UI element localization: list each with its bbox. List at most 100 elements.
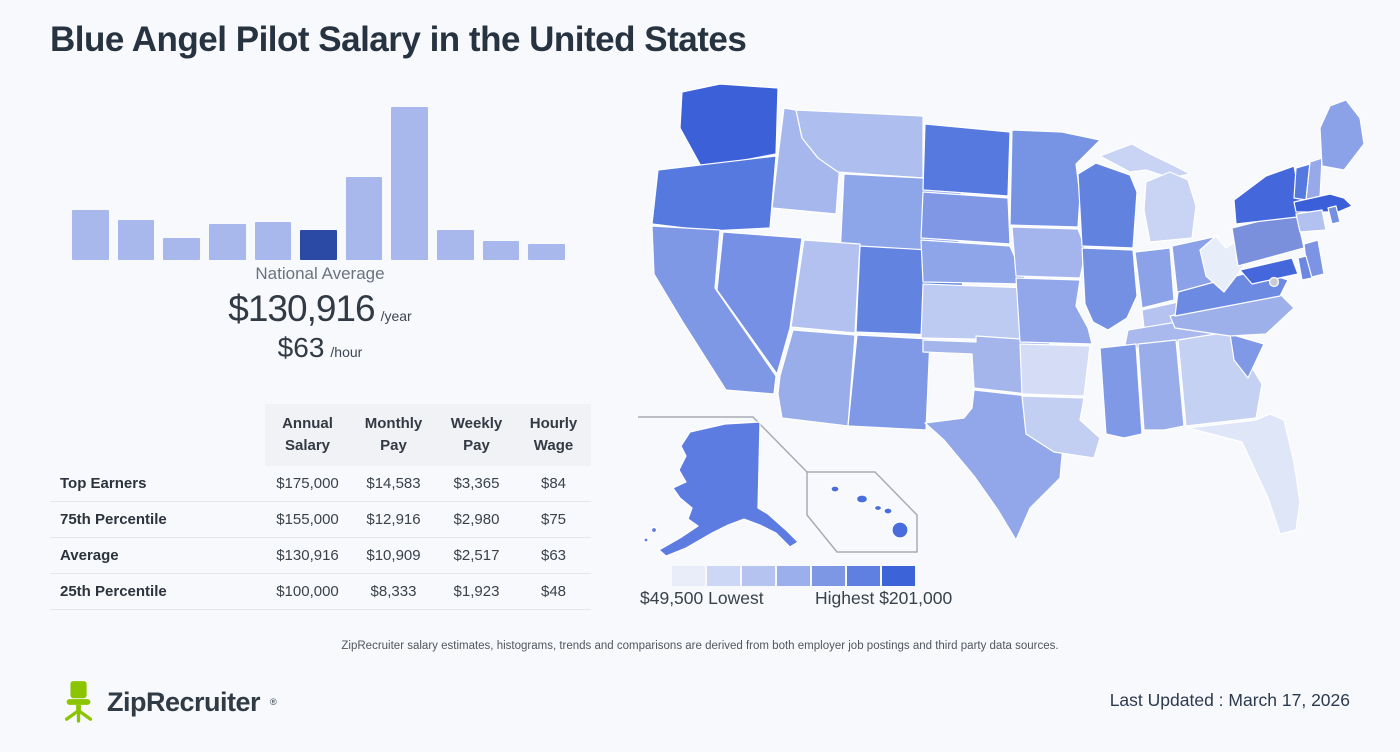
- cell-value: $14,583: [366, 475, 421, 492]
- national-average-label: National Average: [255, 264, 385, 283]
- row-label: 25th Percentile: [60, 583, 167, 600]
- cell-value: $12,916: [366, 511, 421, 528]
- legend-swatch-2: [707, 566, 740, 586]
- state-north-dakota[interactable]: [922, 123, 1011, 197]
- cell-value: $10,909: [366, 547, 421, 564]
- national-average-hourly: $63/hour: [50, 332, 590, 364]
- state-california[interactable]: [651, 225, 777, 395]
- state-wisconsin[interactable]: [1077, 162, 1138, 249]
- state-nevada[interactable]: [716, 231, 803, 375]
- row-label: Average: [60, 547, 119, 564]
- state-kansas[interactable]: [920, 283, 1029, 341]
- cell-value: $48: [540, 583, 567, 600]
- histogram-bar-2: [117, 220, 155, 260]
- histogram-bar-4: [208, 224, 246, 260]
- alaska-island[interactable]: [650, 526, 658, 534]
- state-arizona[interactable]: [777, 329, 856, 427]
- state-hawaii[interactable]: [830, 485, 840, 493]
- state-utah[interactable]: [790, 239, 861, 334]
- cell-value: $155,000: [276, 511, 339, 528]
- state-new-mexico[interactable]: [847, 334, 931, 431]
- histogram-bar-9: [437, 230, 474, 260]
- salary-histogram: [72, 105, 566, 260]
- state-hawaii[interactable]: [891, 521, 909, 539]
- state-louisiana[interactable]: [1021, 395, 1101, 459]
- state-michigan[interactable]: [1143, 171, 1197, 243]
- legend-swatch-1: [672, 566, 705, 586]
- histogram-bar-6: [300, 230, 337, 260]
- state-illinois[interactable]: [1081, 247, 1138, 331]
- histogram-bar-8: [391, 107, 429, 260]
- cell-value: $130,916: [276, 547, 339, 564]
- us-salary-choropleth-map: [630, 78, 1400, 588]
- cell-value: $2,980: [453, 511, 500, 528]
- state-nebraska[interactable]: [920, 239, 1029, 285]
- state-mississippi[interactable]: [1099, 343, 1143, 439]
- cell-value: $84: [540, 475, 567, 492]
- table-row-75th-percentile: 75th Percentile $155,000 $12,916 $2,980 …: [50, 502, 591, 538]
- col-monthly-pay: Monthly Pay: [350, 404, 437, 466]
- hourly-wage-unit: /hour: [330, 344, 363, 360]
- state-hawaii[interactable]: [855, 494, 869, 504]
- cell-value: $175,000: [276, 475, 339, 492]
- cell-value: $2,517: [453, 547, 500, 564]
- us-map-svg: [638, 83, 1365, 557]
- state-district-of-columbia[interactable]: [1268, 276, 1280, 288]
- national-average-annual: $130,916/year: [50, 288, 590, 330]
- table-header-row: Annual Salary Monthly Pay Weekly Pay Hou…: [50, 404, 591, 466]
- cell-value: $1,923: [453, 583, 500, 600]
- histogram-bar-1: [72, 210, 109, 260]
- page-title: Blue Angel Pilot Salary in the United St…: [50, 20, 747, 59]
- legend-lowest-label: $49,500 Lowest: [640, 588, 764, 608]
- state-iowa[interactable]: [1011, 226, 1087, 279]
- state-hawaii[interactable]: [873, 504, 883, 512]
- legend-swatch-7: [882, 566, 915, 586]
- state-alabama[interactable]: [1137, 339, 1185, 431]
- state-south-carolina[interactable]: [1229, 333, 1265, 379]
- ziprecruiter-logo[interactable]: ZipRecruiter ®: [60, 680, 277, 724]
- state-massachusetts[interactable]: [1293, 193, 1353, 213]
- state-montana[interactable]: [795, 109, 924, 179]
- state-south-dakota[interactable]: [920, 191, 1011, 245]
- map-color-legend: [672, 566, 915, 586]
- state-hawaii[interactable]: [883, 507, 893, 515]
- histogram-bar-10: [482, 241, 520, 260]
- state-indiana[interactable]: [1134, 247, 1175, 309]
- legend-highest-label: Highest $201,000: [815, 588, 953, 608]
- table-row-top-earners: Top Earners $175,000 $14,583 $3,365 $84: [50, 466, 591, 502]
- state-connecticut[interactable]: [1295, 209, 1327, 233]
- legend-swatch-5: [812, 566, 845, 586]
- legend-swatch-4: [777, 566, 810, 586]
- histogram-bar-7: [345, 177, 383, 260]
- table-corner-cell: [50, 404, 265, 466]
- source-disclaimer: ZipRecruiter salary estimates, histogram…: [341, 640, 1059, 652]
- salary-breakdown-table: Annual Salary Monthly Pay Weekly Pay Hou…: [50, 404, 591, 610]
- state-michigan-upper[interactable]: [1099, 143, 1191, 179]
- legend-swatch-3: [742, 566, 775, 586]
- hawaii-inset-border: [806, 471, 918, 553]
- state-rhode-island[interactable]: [1327, 205, 1341, 225]
- col-weekly-pay: Weekly Pay: [437, 404, 516, 466]
- hourly-wage-value: $63: [277, 332, 325, 363]
- state-florida[interactable]: [1187, 413, 1301, 535]
- state-missouri[interactable]: [1015, 277, 1093, 345]
- row-label: Top Earners: [60, 475, 147, 492]
- state-delaware[interactable]: [1297, 255, 1313, 281]
- cell-value: $100,000: [276, 583, 339, 600]
- last-updated-text: Last Updated : March 17, 2026: [1109, 690, 1350, 710]
- cell-value: $75: [540, 511, 567, 528]
- table-row-average: Average $130,916 $10,909 $2,517 $63: [50, 538, 591, 574]
- cell-value: $3,365: [453, 475, 500, 492]
- state-maine[interactable]: [1319, 99, 1365, 171]
- row-label: 75th Percentile: [60, 511, 167, 528]
- state-washington[interactable]: [679, 83, 779, 169]
- state-arkansas[interactable]: [1019, 343, 1091, 397]
- state-alaska[interactable]: [658, 421, 799, 557]
- histogram-bar-3: [163, 238, 200, 260]
- alaska-island[interactable]: [643, 537, 649, 543]
- histogram-bar-11: [528, 244, 566, 260]
- state-oregon[interactable]: [651, 155, 777, 232]
- state-maryland[interactable]: [1239, 257, 1299, 285]
- annual-salary-value: $130,916: [228, 288, 375, 329]
